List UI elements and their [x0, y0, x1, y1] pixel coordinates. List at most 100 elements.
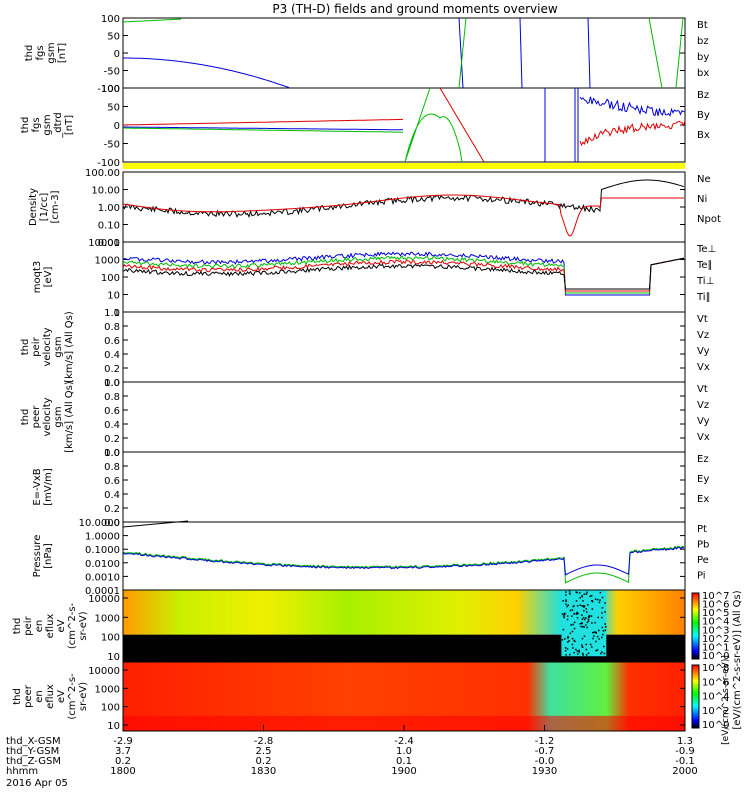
- legend-pressure-Pe: Pe: [697, 555, 709, 566]
- y-axis-label-fgs-gsm-detrend: [nT]: [64, 115, 75, 135]
- x-row-value: 1930: [532, 766, 557, 777]
- y-axis-label-peer-eflux: eV: [56, 690, 67, 703]
- series-Te-perp: [122, 257, 685, 292]
- y-axis-label-fgs-gsm-detrend: _dtrd: [53, 112, 64, 139]
- y-axis-label-peir-eflux: eflux: [45, 614, 56, 639]
- colorbar-peer-eflux: [691, 664, 700, 729]
- colorbar-tick-peer-eflux: 10^0: [702, 720, 729, 731]
- y-tick-label-efield: 0.4: [104, 490, 120, 501]
- x-row-value: 1800: [110, 766, 135, 777]
- y-axis-label-fgs-gsm: fgs: [35, 45, 46, 60]
- y-tick-label-pressure: 0.0001: [85, 586, 120, 597]
- y-axis-label-efield: [mV/m]: [43, 468, 54, 506]
- y-tick-label-fgs-gsm: -100: [97, 84, 120, 95]
- y-tick-label-fgs-gsm-detrend: -50: [104, 140, 120, 151]
- y-tick-label-peir-velocity: 0.2: [104, 364, 120, 375]
- y-axis-label-temperature: moqt3: [32, 261, 43, 294]
- x-row-label-0: thd_X-GSM: [6, 736, 61, 747]
- series-Bz-noise: [579, 120, 686, 147]
- legend-efield-Ey: Ey: [697, 474, 709, 485]
- y-tick-label-fgs-gsm: 100: [101, 14, 120, 25]
- legend-temperature-Ti∥: Ti∥: [696, 292, 711, 303]
- legend-density-Ne: Ne: [697, 174, 711, 185]
- colorbar-tick-peer-eflux: 10^4: [702, 692, 729, 703]
- y-axis-label-peer-velocity: velocity: [42, 397, 53, 436]
- legend-density-Ni: Ni: [697, 194, 707, 205]
- y-axis-label-peir-eflux: en: [34, 620, 45, 633]
- colorbar-tick-peir-eflux: 10^4: [702, 617, 729, 628]
- legend-fgs-gsm-by: by: [697, 52, 709, 63]
- y-axis-label-density: [1/cc]: [39, 193, 50, 222]
- y-axis-label-peir-velocity: velocity: [42, 327, 53, 366]
- y-tick-label-density: 1.00: [98, 203, 120, 214]
- y-tick-label-temperature: 1000: [95, 256, 120, 267]
- series-Pt: [122, 520, 189, 528]
- legend-peer-velocity-Vz: Vz: [697, 400, 709, 411]
- y-axis-label-fgs-gsm: thd: [24, 45, 35, 62]
- y-axis-label-peer-eflux: sr-eV): [78, 682, 89, 711]
- legend-density-Npot: Npot: [697, 214, 721, 225]
- y-axis-label-peir-eflux: thd: [12, 618, 23, 635]
- y-tick-label-peer-velocity: 0.0: [104, 448, 120, 459]
- y-axis-label-peer-velocity: gsm: [53, 406, 64, 427]
- y-tick-label-temperature: 100: [101, 273, 120, 284]
- y-tick-label-peer-eflux: 10: [107, 721, 120, 732]
- y-tick-label-density: 0.01: [98, 238, 120, 249]
- y-tick-label-peer-eflux: 100: [101, 703, 120, 714]
- series-Pe: [122, 545, 685, 584]
- date-label: 2016 Apr 05: [6, 778, 68, 789]
- colorbar-label: [eV/(cm^2-s-sr-eV)]: [721, 655, 731, 745]
- y-tick-label-efield: 0.2: [104, 504, 120, 515]
- y-tick-label-peer-eflux: 10000: [88, 666, 120, 677]
- x-row-value: 1.0: [396, 746, 412, 757]
- y-axis-label-fgs-gsm-detrend: gsm: [42, 114, 53, 135]
- y-axis-label-peir-eflux: sr-eV): [78, 611, 89, 640]
- y-axis-label-fgs-gsm-detrend: thd: [20, 117, 31, 134]
- ion-spectrogram-patch: [561, 590, 607, 657]
- y-tick-label-peer-eflux: 1000: [95, 684, 120, 695]
- legend-temperature-Ti⊥: Ti⊥: [696, 276, 714, 287]
- y-axis-label-peer-velocity: peer: [31, 405, 42, 429]
- colorbar-tick-peer-eflux: 10^8: [702, 663, 729, 674]
- x-row-value: 0.1: [396, 756, 412, 767]
- y-tick-label-density: 0.10: [98, 221, 120, 232]
- series-Bz: [123, 118, 403, 126]
- y-tick-label-efield: 1.0: [104, 448, 120, 459]
- legend-peir-velocity-Vt: Vt: [697, 314, 708, 325]
- y-axis-label-density: [cm-3]: [50, 190, 61, 223]
- series-by-spike: [458, 17, 684, 89]
- legend-temperature-Te⊥: Te⊥: [696, 244, 716, 255]
- x-row-label-2: thd_Z-GSM: [6, 756, 61, 767]
- y-tick-label-peir-velocity: 0.6: [104, 336, 120, 347]
- legend-fgs-gsm-Bt: Bt: [697, 20, 708, 31]
- y-tick-label-peir-velocity: 0.8: [104, 322, 120, 333]
- series-bx-spike: [587, 17, 591, 89]
- legend-peir-velocity-Vy: Vy: [697, 346, 710, 357]
- legend-peer-velocity-Vy: Vy: [697, 416, 710, 427]
- series-Pi: [122, 546, 685, 576]
- panel-frame-pressure: [122, 521, 686, 591]
- y-axis-label-peer-eflux: peer: [23, 684, 34, 708]
- y-tick-label-efield: 0.0: [104, 518, 120, 529]
- y-axis-label-peir-velocity: peir: [31, 336, 42, 356]
- legend-efield-Ex: Ex: [697, 494, 709, 505]
- legend-peer-velocity-Vt: Vt: [697, 384, 708, 395]
- y-axis-label-peir-eflux: (cm^2-s-: [67, 602, 78, 649]
- panel-frame-fgs-gsm: [122, 17, 686, 89]
- y-axis-label-fgs-gsm: gsm: [46, 42, 57, 63]
- y-tick-label-temperature: 10: [107, 291, 120, 302]
- colorbar-tick-peer-eflux: 10^6: [702, 677, 729, 688]
- legend-pressure-Pb: Pb: [697, 540, 709, 551]
- ion-spectrogram-noise: [561, 590, 607, 656]
- series-Bz-drop: [439, 87, 485, 163]
- x-row-value: 1.3: [677, 736, 693, 747]
- y-tick-label-pressure: 10.0000: [79, 518, 120, 529]
- series-Te-par: [122, 257, 685, 290]
- x-row-value: -2.4: [394, 736, 414, 747]
- colorbar-tick-peir-eflux: 10^0: [702, 651, 729, 662]
- figure-title: P3 (TH-D) fields and ground moments over…: [272, 2, 557, 16]
- series-By: [123, 127, 403, 133]
- colorbar-tick-peir-eflux: 10^1: [702, 642, 729, 653]
- y-tick-label-peer-velocity: 0.6: [104, 406, 120, 417]
- x-row-value: -1.2: [535, 736, 555, 747]
